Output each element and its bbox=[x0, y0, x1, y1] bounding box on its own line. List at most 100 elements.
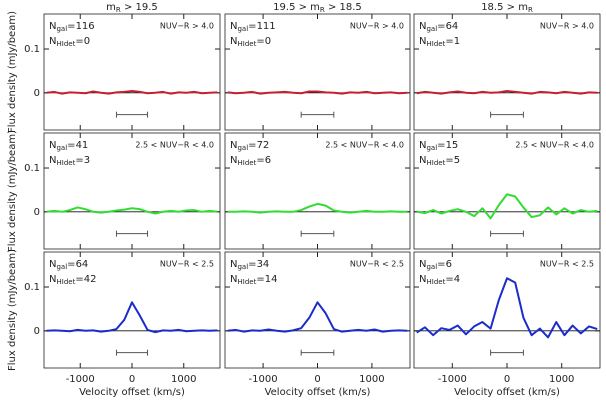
count-equals: = bbox=[445, 155, 453, 166]
count-equals: = bbox=[256, 274, 264, 285]
panel: 0 0.1 Flux density (mJy/beam) 2.5 < NUV−R <… bbox=[7, 130, 221, 252]
panel: 0 0.1 mR > 19.5 Flux density (mJy/beam) NUV−… bbox=[7, 2, 221, 133]
count-value: 64 bbox=[446, 21, 459, 32]
y-tick-label: 0 bbox=[34, 207, 40, 218]
count-symbol: N bbox=[49, 274, 56, 285]
count-equals: = bbox=[437, 259, 445, 270]
count-symbol: N bbox=[230, 274, 237, 285]
x-tick-label: 0 bbox=[504, 374, 510, 385]
count-label: Ngal=116 bbox=[49, 21, 95, 33]
column-title: 18.5 > mR bbox=[481, 2, 533, 14]
count-value: 41 bbox=[76, 140, 89, 151]
count-equals: = bbox=[67, 259, 75, 270]
stacked-spectrum bbox=[227, 202, 408, 214]
title-part: m bbox=[106, 2, 116, 13]
count-subscript: HIdet bbox=[426, 40, 445, 48]
count-value: 42 bbox=[84, 274, 97, 285]
color-cut-label: NUV−R > 4.0 bbox=[350, 22, 404, 31]
panel: 0 0.1 -1000 0 1000 Flux density (mJy/beam) Vel… bbox=[7, 249, 221, 398]
count-equals: = bbox=[248, 140, 256, 151]
count-subscript: HIdet bbox=[237, 40, 256, 48]
color-cut-label: NUV−R > 4.0 bbox=[160, 22, 214, 31]
count-label: NHIdet=42 bbox=[49, 274, 96, 286]
count-subscript: gal bbox=[56, 144, 67, 152]
count-value: 0 bbox=[265, 36, 271, 47]
count-equals: = bbox=[248, 259, 256, 270]
count-label: Ngal=6 bbox=[419, 259, 452, 271]
count-symbol: N bbox=[230, 21, 237, 32]
count-equals: = bbox=[437, 140, 445, 151]
count-symbol: N bbox=[49, 259, 56, 270]
stacked-spectrum bbox=[46, 301, 218, 334]
count-equals: = bbox=[75, 274, 83, 285]
count-symbol: N bbox=[419, 155, 426, 166]
y-tick-label: 0 bbox=[34, 88, 40, 99]
title-part: R bbox=[320, 6, 325, 14]
count-symbol: N bbox=[49, 140, 56, 151]
count-label: Ngal=64 bbox=[49, 259, 88, 271]
count-subscript: HIdet bbox=[56, 40, 75, 48]
x-tick-label: -1000 bbox=[66, 374, 95, 385]
count-value: 14 bbox=[265, 274, 278, 285]
count-symbol: N bbox=[230, 36, 237, 47]
title-part: 19.5 > m bbox=[273, 2, 320, 13]
count-value: 3 bbox=[84, 155, 90, 166]
count-equals: = bbox=[445, 274, 453, 285]
count-subscript: gal bbox=[56, 25, 67, 33]
color-cut-label: NUV−R < 2.5 bbox=[350, 260, 404, 269]
title-part: 18.5 > m bbox=[481, 2, 528, 13]
stacked-spectrum bbox=[416, 277, 598, 339]
count-value: 6 bbox=[446, 259, 452, 270]
count-subscript: gal bbox=[237, 25, 248, 33]
count-label: NHIdet=3 bbox=[49, 155, 90, 167]
color-cut-label: 2.5 < NUV−R < 4.0 bbox=[515, 141, 594, 150]
count-subscript: gal bbox=[426, 144, 437, 152]
color-cut-label: 2.5 < NUV−R < 4.0 bbox=[325, 141, 404, 150]
count-value: 0 bbox=[84, 36, 90, 47]
panel: -1000 0 1000 Velocity offset (km/s) NUV−R < … bbox=[224, 251, 411, 398]
count-symbol: N bbox=[419, 140, 426, 151]
count-equals: = bbox=[75, 155, 83, 166]
count-equals: = bbox=[67, 21, 75, 32]
color-cut-label: NUV−R < 2.5 bbox=[540, 260, 594, 269]
y-tick-label: 0.1 bbox=[24, 282, 40, 293]
x-axis-label: Velocity offset (km/s) bbox=[265, 387, 371, 398]
count-value: 15 bbox=[446, 140, 459, 151]
count-label: Ngal=64 bbox=[419, 21, 458, 33]
stacked-spectrum bbox=[227, 90, 408, 95]
count-label: NHIdet=4 bbox=[419, 274, 460, 286]
y-axis-label: Flux density (mJy/beam) bbox=[7, 249, 18, 371]
count-equals: = bbox=[75, 36, 83, 47]
count-symbol: N bbox=[419, 259, 426, 270]
count-symbol: N bbox=[419, 21, 426, 32]
count-subscript: HIdet bbox=[426, 278, 445, 286]
count-symbol: N bbox=[49, 155, 56, 166]
count-label: Ngal=34 bbox=[230, 259, 269, 271]
title-part: R bbox=[116, 6, 121, 14]
color-cut-label: NUV−R < 2.5 bbox=[160, 260, 214, 269]
stacked-spectrum bbox=[416, 90, 598, 95]
panel: -1000 0 1000 Velocity offset (km/s) NUV−R < … bbox=[413, 251, 601, 398]
count-subscript: gal bbox=[426, 25, 437, 33]
count-value: 116 bbox=[76, 21, 95, 32]
stacked-spectrum bbox=[227, 301, 408, 333]
count-subscript: HIdet bbox=[237, 159, 256, 167]
count-label: Ngal=111 bbox=[230, 21, 276, 33]
x-tick-label: 0 bbox=[129, 374, 135, 385]
count-subscript: HIdet bbox=[237, 278, 256, 286]
count-subscript: HIdet bbox=[56, 159, 75, 167]
x-tick-label: 1000 bbox=[171, 374, 196, 385]
color-cut-label: NUV−R > 4.0 bbox=[540, 22, 594, 31]
count-symbol: N bbox=[230, 155, 237, 166]
count-value: 34 bbox=[257, 259, 270, 270]
y-tick-label: 0.1 bbox=[24, 163, 40, 174]
title-part: > 19.5 bbox=[121, 2, 158, 13]
count-value: 5 bbox=[454, 155, 460, 166]
x-axis-label: Velocity offset (km/s) bbox=[79, 387, 185, 398]
y-tick-label: 0.1 bbox=[24, 44, 40, 55]
